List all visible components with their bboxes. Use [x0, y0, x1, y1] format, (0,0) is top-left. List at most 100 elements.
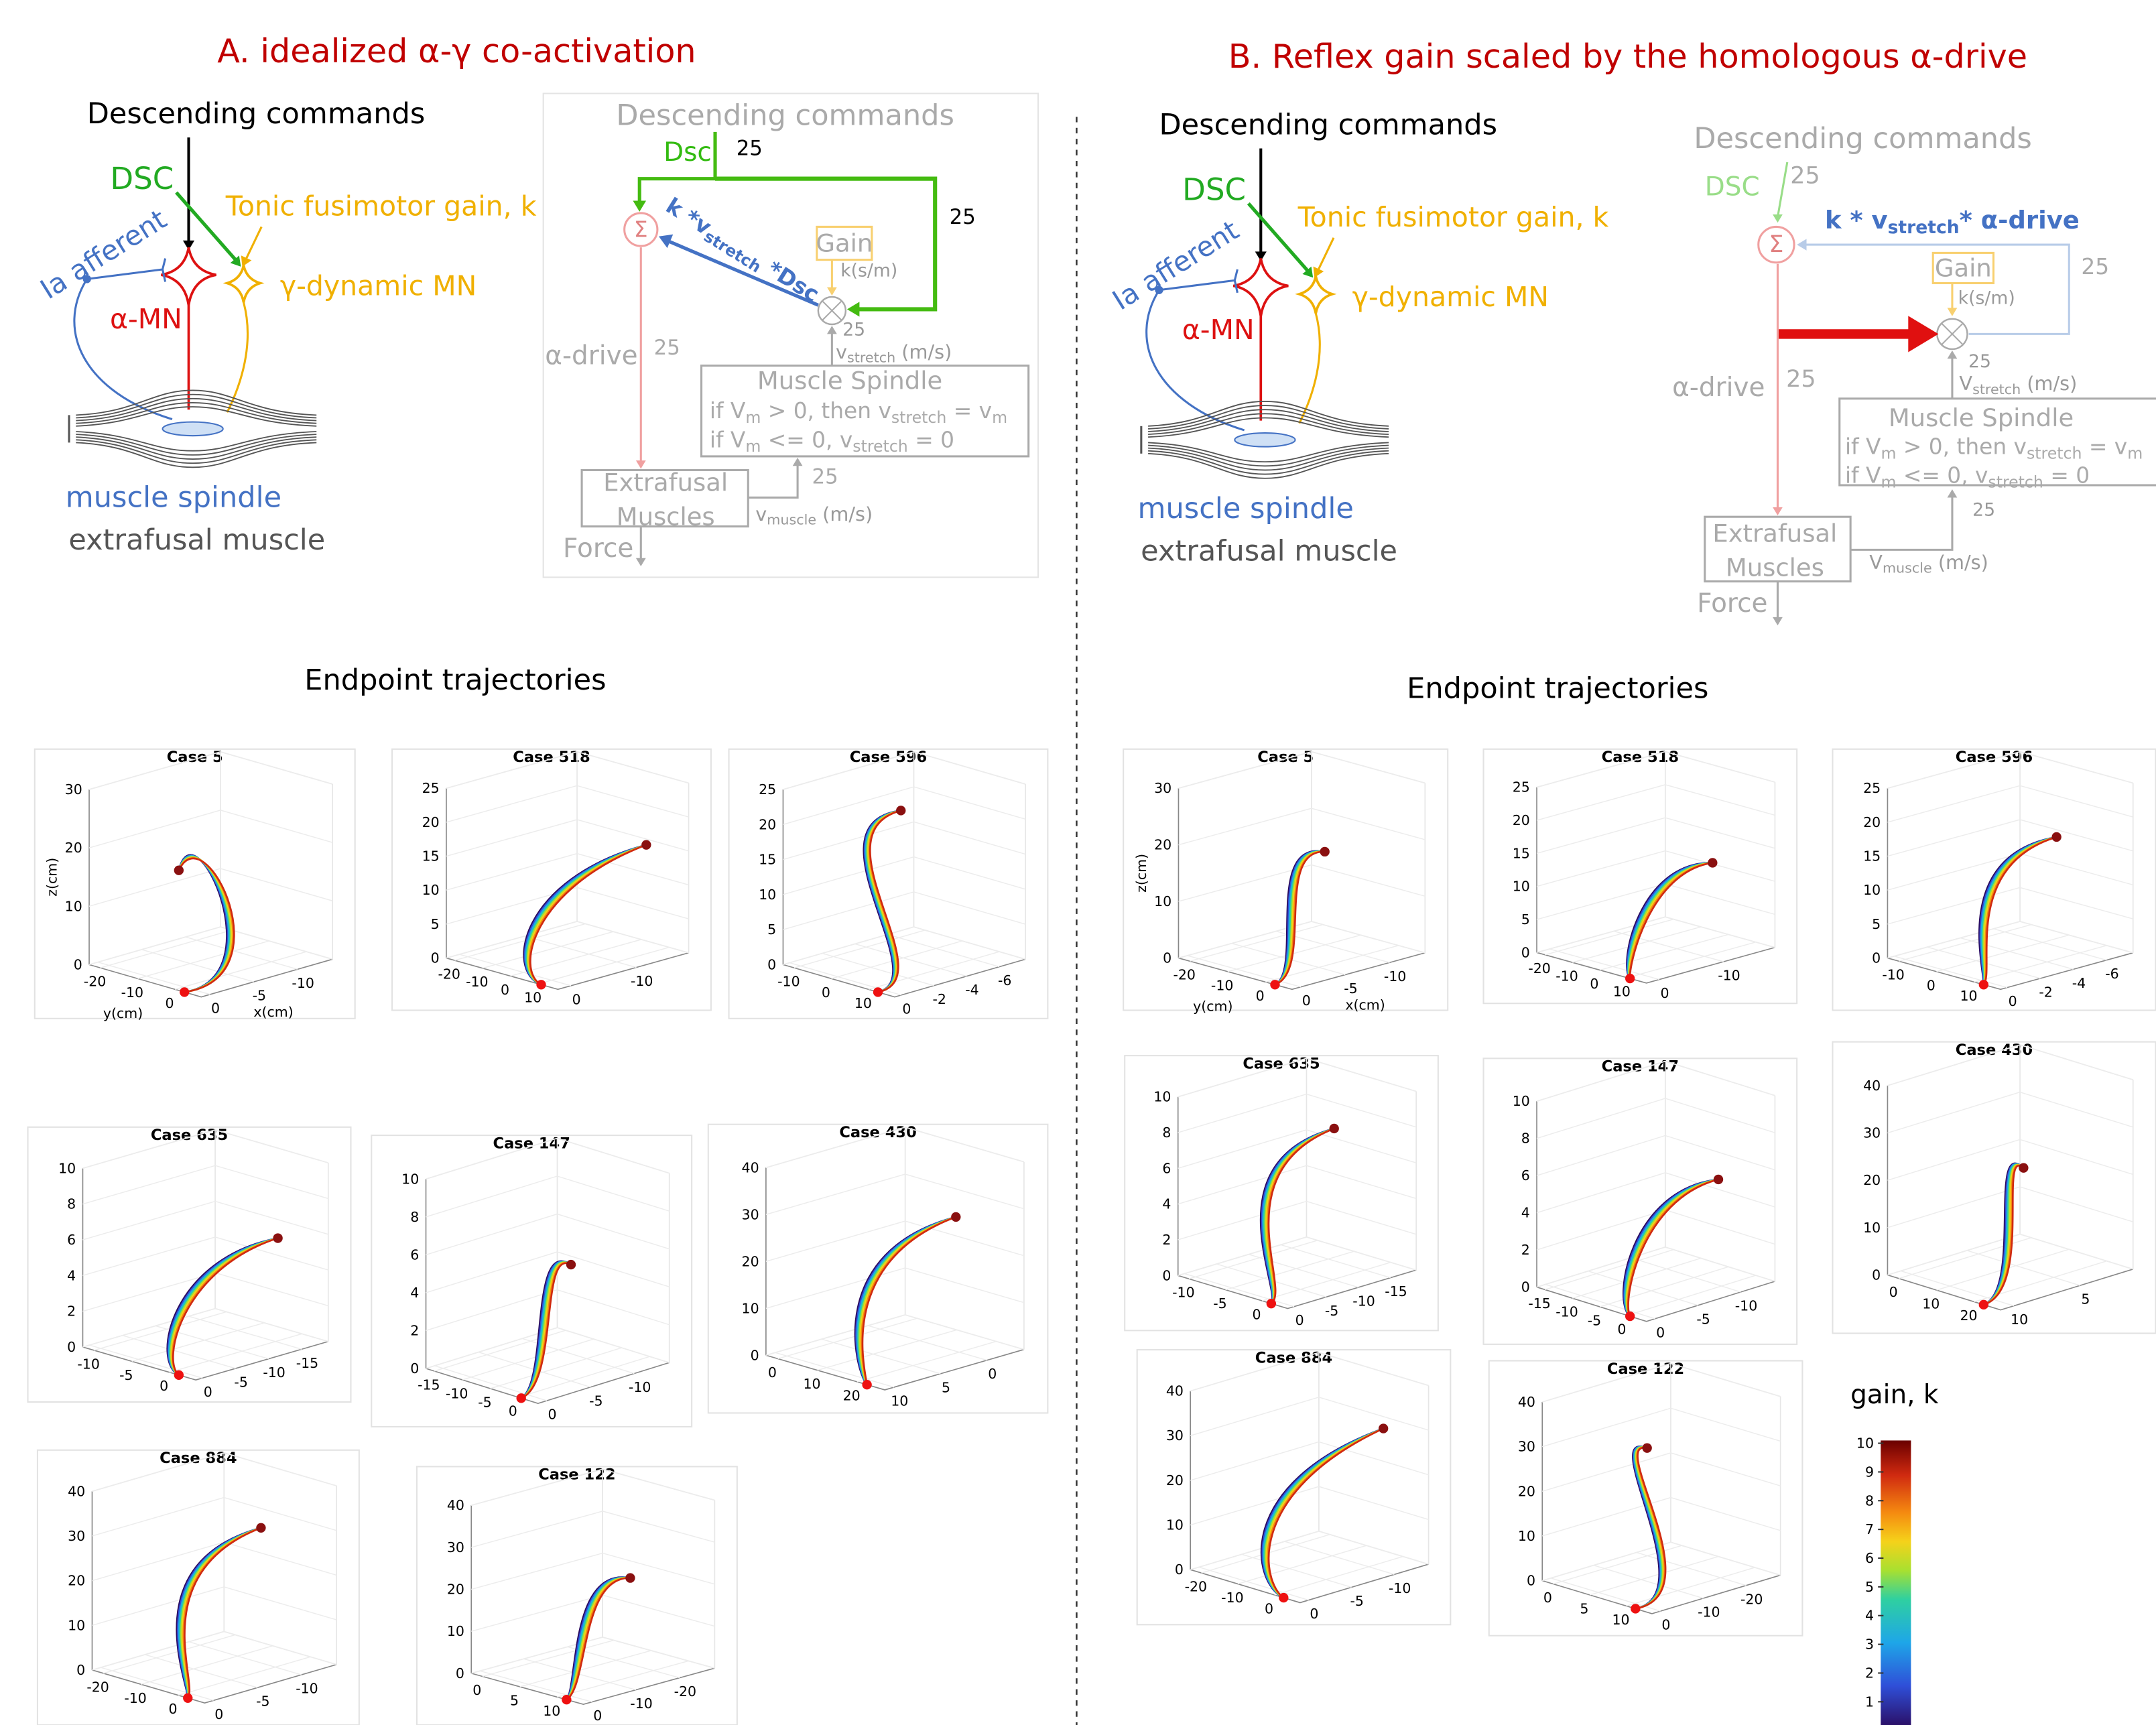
diagram-label: Extrafusal [1712, 519, 1837, 548]
diagram-label: vmuscle (m/s) [755, 503, 873, 528]
diagram-frame [542, 92, 1039, 578]
y-tick-label: 0 [160, 1378, 168, 1394]
grid-line [82, 1129, 328, 1169]
grid-line [426, 1251, 670, 1293]
grid-line [1190, 923, 1324, 962]
z-tick-label: 5 [1521, 911, 1530, 928]
muscle-fiber [76, 393, 317, 464]
z-tick-label: 10 [65, 898, 82, 914]
y-tick-label: -20 [84, 974, 106, 990]
diagram-label: Extrafusal [603, 468, 728, 497]
text-part: stretch [852, 437, 907, 456]
grid-line [817, 1329, 957, 1371]
z-tick-label: 0 [1872, 950, 1881, 966]
x-tick-label: 0 [1661, 1617, 1670, 1633]
grid-line [1178, 1236, 1417, 1277]
label: muscle spindle [1138, 492, 1354, 525]
grid-line [1178, 1200, 1417, 1240]
text-part: (m/s) [2021, 372, 2077, 395]
diagram-label: Σ [1769, 231, 1783, 258]
plot-title: Case 147 [493, 1135, 570, 1152]
grid-line [82, 1165, 328, 1205]
grid-line [1187, 955, 1302, 988]
connector [748, 462, 799, 499]
end-point [1279, 1592, 1289, 1603]
grid-line [188, 1641, 302, 1675]
text-part: * α-drive [1960, 206, 2080, 235]
y-tick-label: -10 [1221, 1590, 1243, 1606]
y-tick-label: -10 [1882, 967, 1904, 983]
grid-line [1542, 1541, 1781, 1582]
grid-line [1536, 1098, 1775, 1139]
arrowhead [1947, 350, 1958, 359]
diagram-label: 25 [950, 205, 976, 229]
end-point [562, 1695, 572, 1705]
grid-line [480, 1670, 592, 1703]
connector [715, 176, 938, 312]
label: Tonic fusimotor gain, k [225, 190, 537, 222]
grid-line [1190, 1352, 1429, 1392]
grid-line [1190, 1441, 1429, 1481]
z-tick-label: 30 [65, 781, 82, 797]
label: muscle spindle [66, 481, 281, 514]
x-tick-label: 10 [2011, 1312, 2028, 1328]
z-tick-label: 8 [410, 1209, 419, 1225]
diagram-label: Muscle Spindle [757, 367, 942, 395]
grid-line [1178, 864, 1425, 902]
arrowhead [1302, 266, 1314, 278]
z-tick-label: 0 [456, 1665, 464, 1681]
x-tick-label: -4 [2072, 975, 2086, 991]
y-tick-label: -10 [1556, 1304, 1578, 1320]
start-point [2019, 1163, 2029, 1173]
x-tick-label: 10 [891, 1393, 908, 1409]
y-tick-label: -10 [124, 1690, 146, 1706]
grid-line [1274, 1555, 1403, 1596]
start-point [256, 1523, 266, 1533]
z-tick-label: 40 [1518, 1394, 1535, 1410]
grid-line [434, 1365, 548, 1401]
y-tick-label: -10 [466, 974, 488, 990]
z-tick-label: 6 [1521, 1167, 1530, 1184]
text-part: stretch [1972, 381, 2021, 397]
start-point [641, 840, 651, 850]
grid-line [88, 926, 333, 966]
start-point [566, 1259, 576, 1270]
grid-line [1190, 1531, 1429, 1570]
x-tick-label: 0 [1295, 1312, 1304, 1328]
z-tick-label: 0 [1163, 950, 1171, 966]
z-tick-label: 2 [1521, 1242, 1530, 1258]
plot-title: Case 635 [1243, 1055, 1320, 1072]
y-tick-label: -5 [1588, 1312, 1601, 1328]
label: γ-dynamic MN [1352, 281, 1549, 313]
x-tick-label: -5 [253, 988, 266, 1004]
grid-line [783, 856, 1026, 895]
z-tick-label: 4 [410, 1285, 419, 1301]
grid-line [1549, 948, 1660, 980]
y-tick-label: -20 [1528, 960, 1550, 976]
grid-line [1887, 819, 2133, 857]
z-tick-label: 4 [1521, 1205, 1530, 1221]
colorbar-tick-label: 2 [1865, 1665, 1874, 1681]
x-tick-label: 0 [1661, 985, 1669, 1001]
grid-line [1178, 751, 1425, 789]
axis-line [783, 958, 1026, 998]
x-tick-label: -5 [589, 1393, 603, 1409]
text-part: (m/s) [895, 340, 952, 363]
z-tick-label: 30 [742, 1206, 759, 1222]
x-tick-label: 0 [204, 1384, 212, 1400]
spindle-box [1838, 397, 2156, 487]
end-point [1631, 1604, 1641, 1614]
grid-line [1542, 1407, 1781, 1448]
z-tick-label: 20 [447, 1582, 464, 1598]
end-point [180, 987, 190, 997]
sum-node [1757, 225, 1795, 264]
diagram-label: Force [1697, 588, 1767, 619]
label: extrafusal muscle [68, 523, 325, 557]
grid-line [765, 1173, 1025, 1216]
connector [1803, 243, 2070, 335]
grid-line [88, 751, 333, 790]
end-point [183, 1693, 193, 1703]
muscle-fiber [1148, 405, 1389, 475]
text-part: = 0 [908, 427, 954, 452]
z-tick-label: 10 [759, 887, 776, 903]
